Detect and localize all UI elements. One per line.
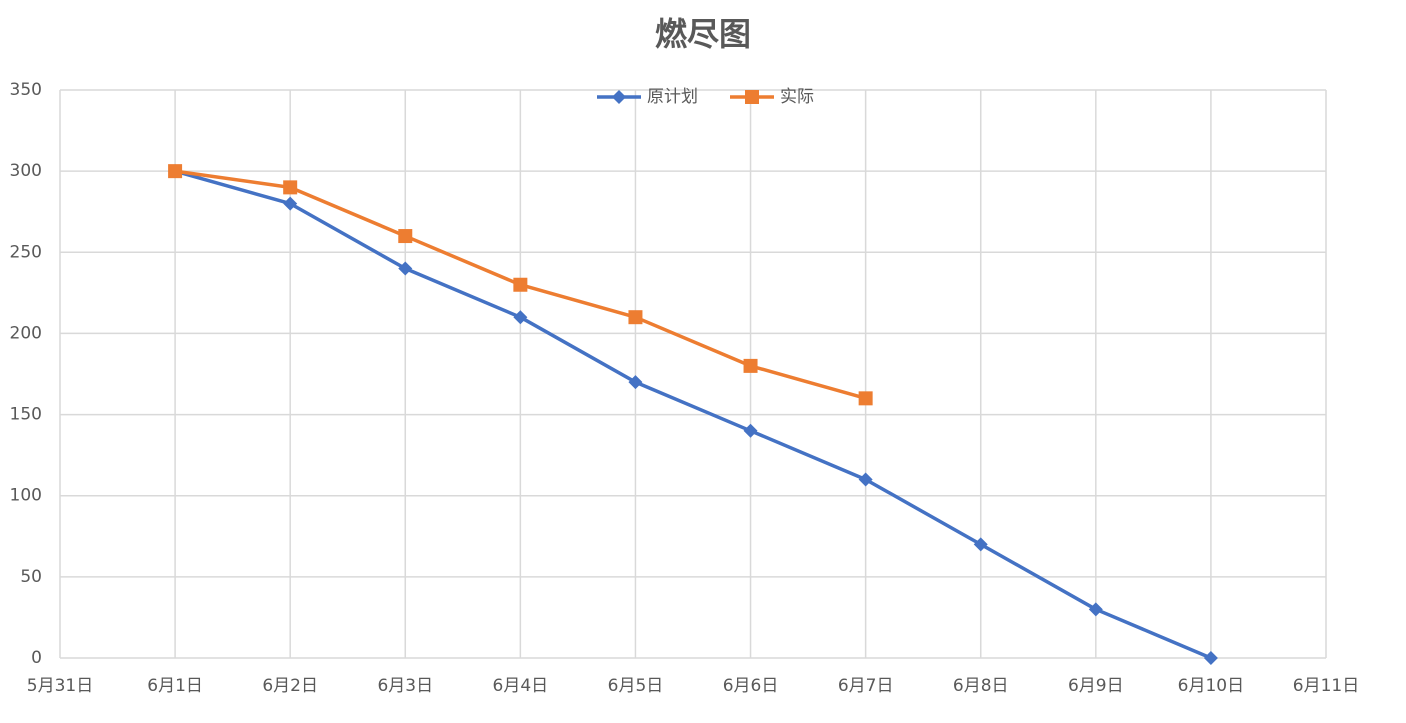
x-tick-label: 6月2日 — [262, 676, 318, 696]
x-tick-label: 6月1日 — [147, 676, 203, 696]
marker — [612, 90, 626, 104]
marker — [745, 90, 759, 104]
marker — [628, 375, 643, 390]
legend-label: 原计划 — [647, 87, 698, 107]
y-tick-label: 0 — [31, 648, 42, 668]
marker — [283, 180, 298, 195]
y-tick-label: 100 — [10, 486, 42, 506]
y-tick-label: 200 — [10, 323, 42, 343]
legend: 原计划 实际 — [597, 87, 814, 107]
y-tick-label: 300 — [10, 161, 42, 181]
marker — [1203, 651, 1218, 665]
x-tick-label: 6月7日 — [838, 676, 894, 696]
x-tick-label: 6月11日 — [1293, 676, 1359, 696]
x-tick-label: 6月8日 — [953, 676, 1009, 696]
x-tick-label: 6月9日 — [1068, 676, 1124, 696]
x-tick-label: 6月6日 — [723, 676, 779, 696]
x-tick-label: 6月3日 — [377, 676, 433, 696]
marker — [513, 277, 528, 292]
marker — [1088, 602, 1103, 617]
x-tick-label: 5月31日 — [27, 676, 93, 696]
marker — [398, 229, 413, 244]
series-line — [174, 169, 1212, 660]
marker — [398, 261, 413, 276]
marker — [283, 196, 298, 211]
x-tick-label: 6月5日 — [608, 676, 664, 696]
x-tick-label: 6月10日 — [1178, 676, 1244, 696]
marker — [743, 423, 758, 438]
marker — [858, 391, 873, 406]
marker — [973, 537, 988, 552]
y-tick-label: 250 — [10, 242, 42, 262]
marker — [513, 310, 528, 325]
chart-title: 燃尽图 — [655, 15, 751, 53]
y-tick-label: 350 — [10, 80, 42, 100]
marker — [168, 164, 183, 179]
y-tick-label: 50 — [20, 567, 42, 587]
y-tick-label: 150 — [10, 405, 42, 425]
x-tick-label: 6月4日 — [493, 676, 549, 696]
marker — [858, 472, 873, 487]
marker — [628, 310, 643, 325]
marker — [743, 358, 758, 373]
legend-label: 实际 — [780, 87, 814, 107]
